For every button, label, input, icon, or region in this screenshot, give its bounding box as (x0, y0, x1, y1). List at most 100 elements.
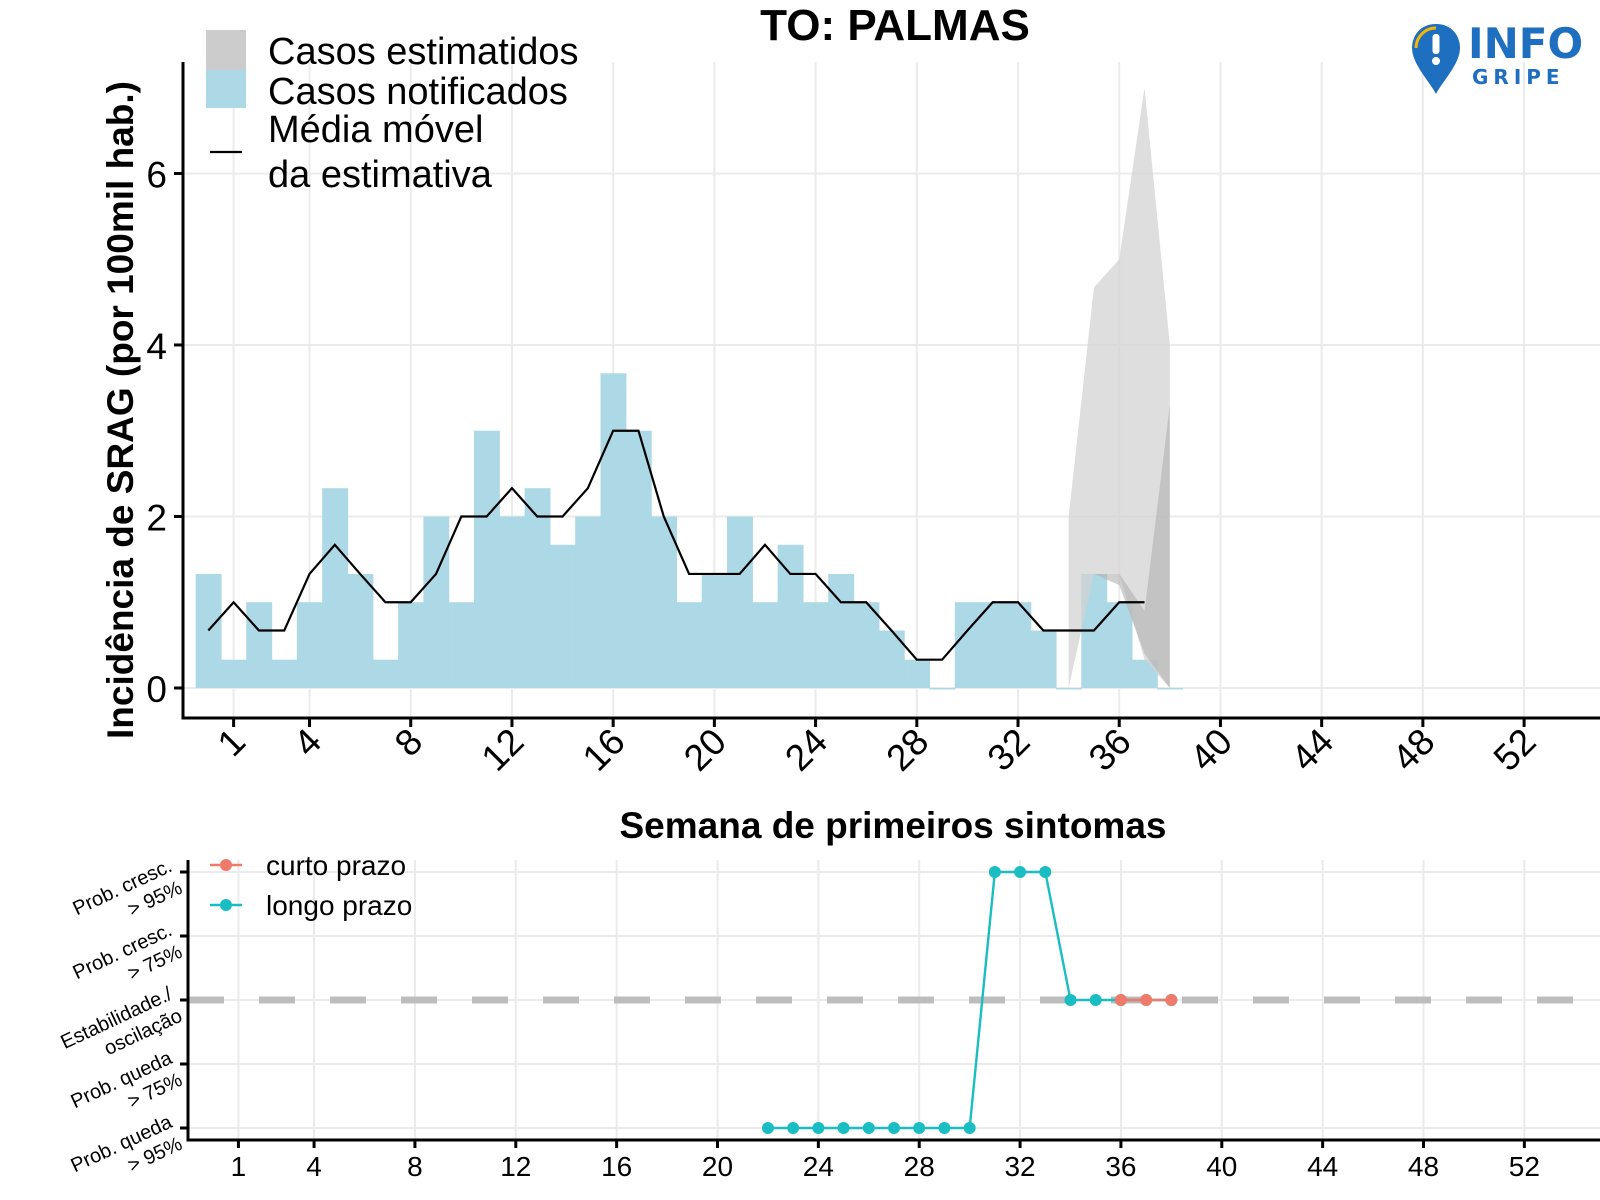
legend-key-notified (206, 70, 246, 108)
trend-point (1114, 994, 1127, 1006)
x-tick-label: 36 (1081, 721, 1139, 779)
notified-bar (752, 602, 779, 688)
notified-bar (195, 573, 222, 688)
notified-bar (220, 659, 247, 688)
notified-bar (1157, 687, 1184, 690)
trend-x-tick-label: 52 (1509, 1151, 1540, 1182)
notified-bar (347, 573, 374, 688)
legend-label-line: da estimativa (268, 154, 493, 196)
notified-bar (322, 488, 349, 688)
legend-label-estimated: Casos estimatidos (268, 31, 578, 73)
x-tick-label: 12 (474, 721, 532, 779)
trend-point (1039, 866, 1052, 878)
trend-point (812, 1122, 825, 1134)
notified-bar (246, 602, 273, 688)
notified-bar (777, 544, 804, 688)
y-tick-label: 0 (146, 669, 167, 710)
trend-grid (188, 860, 1600, 1140)
estimated-cases-band (1068, 87, 1170, 688)
trend-x-tick-label: 8 (407, 1151, 423, 1182)
trend-x-tick-label: 36 (1105, 1151, 1136, 1182)
trend-point (888, 1122, 900, 1134)
trend-point (1165, 994, 1178, 1006)
notified-bar (929, 687, 956, 690)
legend-label-line: Média móvel (268, 109, 483, 151)
notified-bar (448, 602, 475, 688)
x-tick-label: 1 (210, 721, 254, 765)
x-tick-label: 52 (1486, 721, 1544, 779)
trend-point (1089, 994, 1102, 1006)
chart-title: TO: PALMAS (760, 1, 1030, 50)
trend-point (938, 1122, 951, 1134)
location-pin-icon (1412, 24, 1460, 94)
trend-point (1140, 994, 1153, 1006)
trend-series (761, 866, 1178, 1134)
notified-bar (398, 602, 424, 688)
notified-bar (954, 602, 981, 688)
estimate-inner-band (1068, 405, 1170, 688)
notified-bar (727, 516, 753, 688)
x-tick-label: 32 (980, 721, 1038, 779)
trend-point (787, 1122, 800, 1134)
notified-bar (524, 488, 551, 688)
trend-x-tick-label: 1 (231, 1151, 247, 1182)
trend-x-tick-label: 48 (1408, 1151, 1439, 1182)
trend-point (837, 1122, 850, 1134)
incidence-grid (183, 62, 1600, 718)
y-tick-label: 4 (146, 326, 167, 367)
moving-average-line (207, 429, 1145, 661)
trend-legend-key-point (220, 899, 232, 911)
y-tick-label: 6 (146, 154, 167, 195)
x-tick-label: 4 (286, 721, 330, 765)
legend-label-moving-average: Média móvel da estimativa (268, 109, 493, 196)
x-tick-label: 44 (1283, 721, 1341, 779)
notified-bar (878, 630, 905, 688)
notified-bar (853, 602, 880, 688)
trend-point (862, 1122, 875, 1134)
notified-bar (575, 516, 602, 688)
notified-bar (549, 544, 576, 688)
notified-bar (499, 516, 526, 688)
notified-cases-bars (195, 373, 1184, 690)
trend-legend-label: longo prazo (266, 890, 412, 921)
notified-bar (651, 516, 678, 688)
logo-word-gripe: GRIPE (1472, 65, 1565, 89)
trend-point (963, 1122, 976, 1134)
trend-legend: curto prazo longo prazo (210, 850, 412, 921)
trend-point (988, 866, 1001, 878)
trend-point (913, 1122, 926, 1134)
notified-bar (676, 602, 703, 688)
y-tick-label: 2 (146, 497, 167, 538)
notified-bar (980, 602, 1006, 688)
trend-point (1064, 994, 1077, 1006)
notified-bar (1005, 602, 1032, 688)
trend-x-tick-label: 16 (601, 1151, 632, 1182)
notified-bar (625, 430, 652, 688)
x-tick-label: 48 (1384, 721, 1442, 779)
trend-y-tick-label: Prob. queda> 95% (68, 1111, 187, 1199)
trend-x-tick-label: 40 (1206, 1151, 1237, 1182)
y-axis-title: Incidência de SRAG (por 100mil hab.) (100, 81, 141, 739)
notified-bar (904, 659, 931, 688)
legend-key-estimated (206, 30, 246, 70)
x-tick-label: 40 (1182, 721, 1240, 779)
x-tick-label: 24 (777, 721, 835, 779)
notified-bar (600, 373, 627, 688)
trend-x-tick-label: 44 (1307, 1151, 1338, 1182)
trend-x-tick-label: 20 (702, 1151, 733, 1182)
trend-point (761, 1122, 774, 1134)
trend-point (1014, 866, 1027, 878)
x-tick-label: 8 (387, 721, 431, 765)
trend-series-curto-prazo (1114, 994, 1178, 1006)
logo-word-info: INFO (1468, 19, 1584, 68)
trend-x-tick-label: 4 (306, 1151, 322, 1182)
infogripe-logo: INFO GRIPE (1408, 18, 1598, 98)
notified-bar (1106, 602, 1133, 688)
notified-bar (701, 573, 728, 688)
notified-bar (372, 659, 399, 688)
estimate-outer-band (1068, 87, 1170, 688)
